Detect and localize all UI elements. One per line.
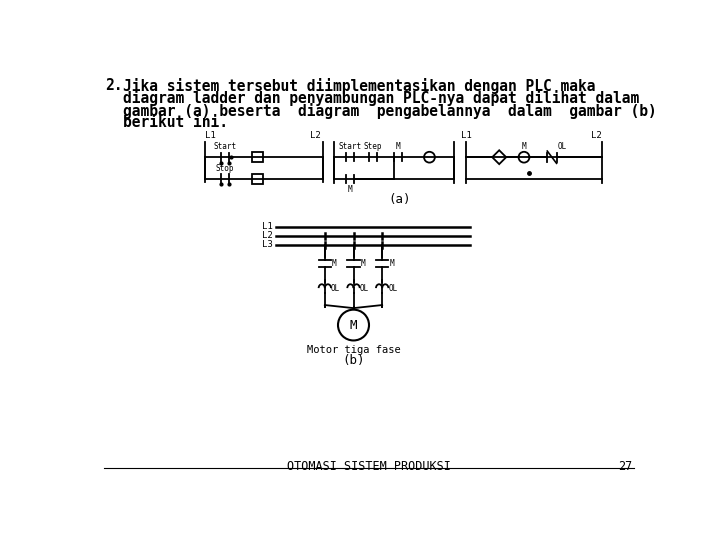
Text: OL: OL: [360, 284, 369, 293]
Text: OL: OL: [388, 284, 397, 293]
Text: L1: L1: [204, 131, 215, 140]
Text: M: M: [332, 259, 336, 268]
Text: M: M: [350, 319, 357, 332]
Text: Start: Start: [338, 142, 361, 151]
Text: 27: 27: [618, 460, 632, 473]
Text: M: M: [347, 185, 352, 194]
Text: L2: L2: [590, 131, 601, 140]
Bar: [252, 174, 263, 184]
Text: Step: Step: [364, 142, 382, 151]
Text: OL: OL: [558, 142, 567, 151]
Text: Stop: Stop: [215, 164, 234, 173]
Text: Jika sistem tersebut diimplementasikan dengan PLC maka: Jika sistem tersebut diimplementasikan d…: [122, 78, 595, 94]
Text: L2: L2: [310, 131, 321, 140]
Text: M: M: [395, 142, 400, 151]
Text: Start: Start: [213, 142, 236, 151]
Text: 2.: 2.: [106, 78, 123, 93]
Text: Motor tiga fase: Motor tiga fase: [307, 345, 400, 355]
Text: M: M: [389, 259, 394, 268]
Text: L3: L3: [262, 240, 273, 249]
Text: M: M: [522, 142, 526, 151]
Text: L1: L1: [461, 131, 472, 140]
Text: (b): (b): [342, 354, 365, 367]
Text: diagram ladder dan penyambungan PLC-nya dapat dilihat dalam: diagram ladder dan penyambungan PLC-nya …: [122, 90, 639, 106]
Text: gambar (a) beserta  diagram  pengabelannya  dalam  gambar (b): gambar (a) beserta diagram pengabelannya…: [122, 103, 657, 119]
Text: L1: L1: [262, 222, 273, 231]
Text: OL: OL: [331, 284, 341, 293]
Text: L2: L2: [262, 231, 273, 240]
Bar: [252, 152, 263, 162]
Text: M: M: [361, 259, 365, 268]
Text: berikut ini.: berikut ini.: [122, 115, 228, 130]
Text: (a): (a): [389, 193, 411, 206]
Text: OTOMASI SISTEM PRODUKSI: OTOMASI SISTEM PRODUKSI: [287, 460, 451, 473]
